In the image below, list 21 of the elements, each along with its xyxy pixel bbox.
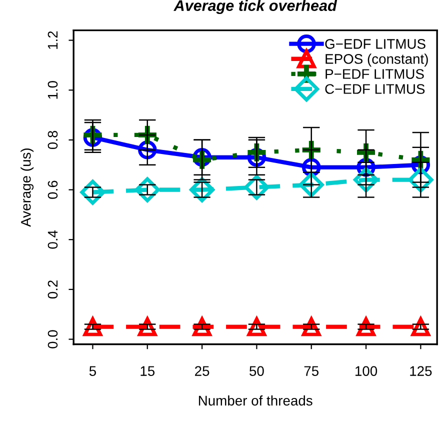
legend-label: C−EDF LITMUS [325, 84, 425, 94]
y-tick-label: 0.0 [48, 330, 58, 348]
y-tick-label: 1.2 [48, 31, 58, 49]
x-tick-label: 75 [304, 366, 319, 376]
x-tick-label: 5 [89, 366, 96, 376]
y-tick-label: 0.8 [48, 130, 58, 150]
x-tick-label: 15 [140, 366, 155, 376]
legend-label: G−EDF LITMUS [325, 39, 426, 49]
y-tick-label: 0.6 [48, 180, 58, 199]
chart-title: Average tick overhead [174, 0, 338, 14]
y-axis-title: Average (us) [20, 148, 34, 227]
y-tick-label: 1.0 [48, 80, 58, 99]
legend-label: P−EDF LITMUS [326, 69, 424, 79]
x-axis-title: Number of threads [198, 395, 312, 406]
y-tick-label: 0.2 [48, 280, 58, 299]
x-tick-label: 100 [355, 366, 378, 376]
x-tick-label: 50 [250, 366, 264, 376]
x-tick-label: 25 [195, 366, 210, 376]
legend-label: EPOS (constant) [326, 54, 428, 67]
y-tick-label: 0.4 [48, 230, 58, 249]
x-tick-label: 125 [410, 366, 432, 376]
